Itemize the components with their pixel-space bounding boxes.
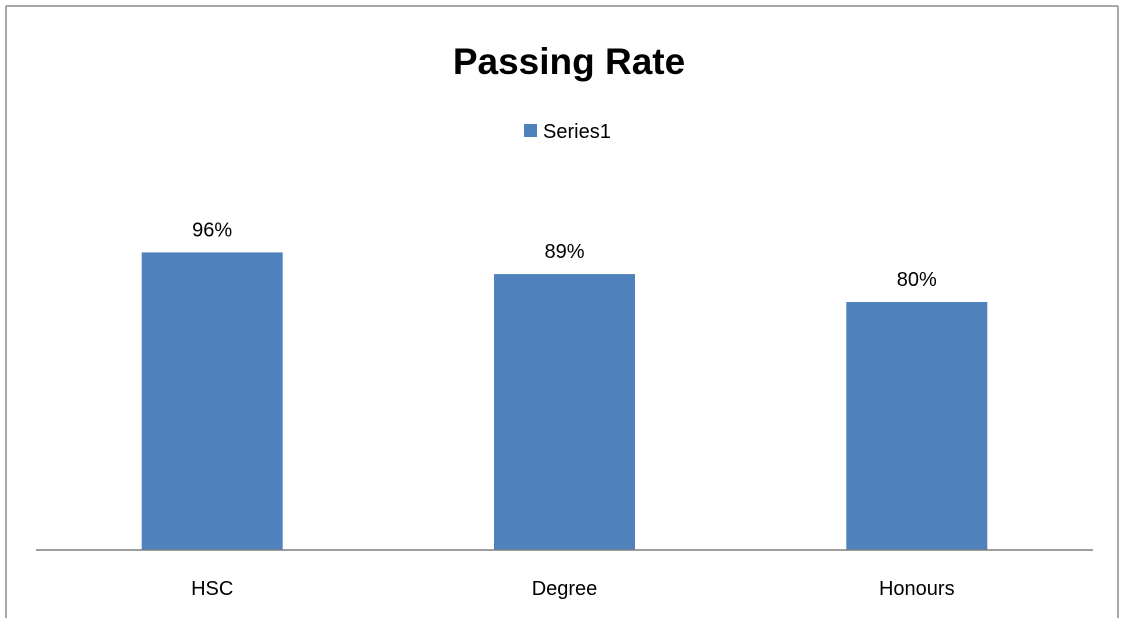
legend-label: Series1 xyxy=(543,121,611,143)
x-tick-labels: HSC Degree Honours xyxy=(191,578,955,600)
x-tick-label-honours: Honours xyxy=(879,578,955,600)
data-labels-group: 96% 89% 80% xyxy=(192,219,937,291)
bars-group xyxy=(141,252,988,550)
bar-hsc xyxy=(141,252,283,550)
data-label-degree: 89% xyxy=(544,241,584,263)
data-label-honours: 80% xyxy=(897,269,937,291)
chart-title: Passing Rate xyxy=(453,41,685,82)
legend-swatch xyxy=(524,124,537,137)
bar-honours xyxy=(846,302,988,550)
x-tick-label-degree: Degree xyxy=(532,578,598,600)
data-label-hsc: 96% xyxy=(192,219,232,241)
legend: Series1 xyxy=(524,121,611,143)
bar-degree xyxy=(494,274,635,550)
x-tick-label-hsc: HSC xyxy=(191,578,233,600)
